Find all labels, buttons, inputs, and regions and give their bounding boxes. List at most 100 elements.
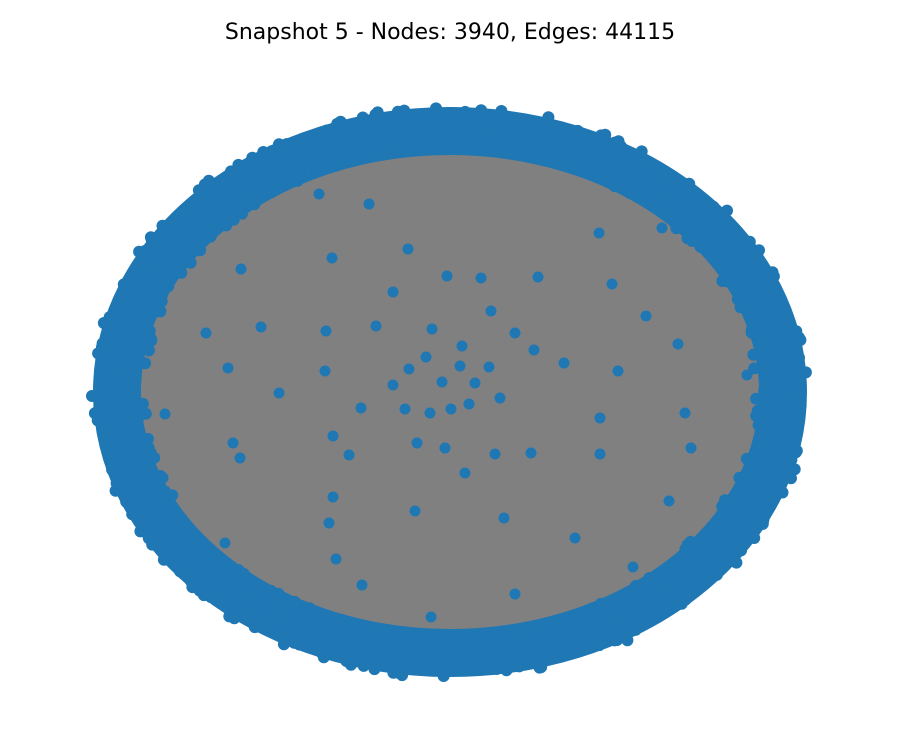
ring-node bbox=[762, 417, 775, 430]
ring-node bbox=[159, 276, 172, 289]
ring-node bbox=[156, 288, 169, 301]
ring-node bbox=[288, 595, 301, 608]
ring-node bbox=[780, 316, 793, 329]
ring-node bbox=[721, 204, 733, 217]
ring-node bbox=[430, 102, 442, 115]
ring-node bbox=[96, 337, 109, 350]
ring-node bbox=[767, 350, 779, 363]
ring-node bbox=[779, 377, 792, 390]
inner-node bbox=[594, 412, 606, 424]
inner-node bbox=[402, 243, 414, 255]
ring-node bbox=[640, 178, 653, 191]
ring-node bbox=[330, 647, 343, 660]
ring-node bbox=[218, 173, 230, 186]
inner-node bbox=[313, 188, 325, 200]
ring-node bbox=[734, 301, 747, 314]
ring-node bbox=[733, 234, 746, 247]
ring-node bbox=[122, 451, 135, 464]
ring-node bbox=[125, 338, 138, 351]
edge-mass bbox=[125, 139, 775, 645]
ring-node bbox=[273, 139, 286, 152]
ring-node bbox=[413, 639, 426, 652]
inner-node bbox=[685, 442, 697, 454]
ring-node bbox=[140, 467, 153, 480]
inner-node bbox=[273, 387, 285, 399]
ring-node bbox=[490, 663, 503, 675]
ring-node bbox=[114, 377, 127, 390]
ring-node bbox=[756, 517, 769, 530]
ring-node bbox=[529, 146, 542, 159]
ring-node bbox=[304, 139, 316, 152]
ring-node bbox=[360, 632, 373, 645]
ring-node bbox=[246, 164, 258, 177]
ring-node bbox=[475, 104, 488, 117]
ring-node bbox=[248, 621, 261, 634]
ring-node bbox=[792, 376, 805, 389]
edge-layer bbox=[125, 139, 775, 645]
ring-node bbox=[341, 650, 354, 662]
ring-node bbox=[685, 555, 698, 568]
ring-node bbox=[391, 105, 404, 118]
inner-node bbox=[741, 369, 753, 381]
ring-node bbox=[164, 250, 177, 263]
ring-node bbox=[684, 535, 697, 548]
ring-node bbox=[400, 653, 413, 666]
ring-node bbox=[119, 353, 132, 366]
ring-node bbox=[799, 366, 812, 379]
ring-node bbox=[554, 642, 567, 655]
ring-node bbox=[424, 634, 437, 647]
ring-node bbox=[117, 278, 130, 291]
ring-node bbox=[543, 138, 556, 151]
inner-node bbox=[672, 338, 684, 350]
ring-node bbox=[392, 144, 405, 157]
ring-node bbox=[246, 577, 259, 590]
ring-node bbox=[124, 379, 137, 392]
ring-node bbox=[753, 286, 766, 299]
inner-node bbox=[475, 272, 487, 284]
ring-node bbox=[529, 639, 541, 652]
ring-node bbox=[486, 114, 499, 127]
ring-node bbox=[225, 574, 238, 586]
ring-node bbox=[675, 199, 688, 212]
inner-node bbox=[441, 270, 453, 282]
ring-node bbox=[752, 419, 765, 432]
ring-node bbox=[509, 132, 522, 145]
ring-node bbox=[745, 326, 758, 339]
ring-node bbox=[144, 231, 157, 244]
ring-node bbox=[186, 581, 199, 594]
ring-node bbox=[318, 159, 331, 172]
ring-node bbox=[612, 135, 625, 148]
ring-node bbox=[113, 386, 126, 399]
ring-node bbox=[133, 410, 146, 423]
ring-node bbox=[289, 152, 302, 165]
ring-node bbox=[656, 190, 669, 203]
ring-node bbox=[779, 405, 792, 418]
ring-node bbox=[114, 441, 127, 454]
inner-node bbox=[627, 561, 639, 573]
ring-node bbox=[557, 138, 570, 150]
ring-node bbox=[202, 205, 215, 218]
ring-node bbox=[512, 644, 525, 656]
ring-node bbox=[679, 593, 692, 606]
ring-node bbox=[686, 234, 699, 247]
ring-node bbox=[698, 576, 711, 589]
ring-node bbox=[689, 216, 702, 229]
ring-node bbox=[711, 218, 724, 231]
ring-node bbox=[466, 128, 479, 140]
ring-node bbox=[96, 420, 109, 433]
ring-node bbox=[707, 523, 720, 535]
ring-node bbox=[599, 128, 612, 141]
ring-node bbox=[115, 403, 128, 416]
ring-node bbox=[369, 108, 382, 121]
ring-node bbox=[764, 488, 777, 501]
ring-node bbox=[775, 462, 788, 475]
ring-node bbox=[410, 131, 423, 144]
ring-node bbox=[619, 608, 632, 621]
ring-node bbox=[345, 141, 358, 154]
ring-node bbox=[459, 105, 472, 118]
inner-node bbox=[528, 344, 540, 356]
ring-node bbox=[151, 305, 164, 318]
inner-node bbox=[227, 437, 239, 449]
inner-node bbox=[363, 198, 375, 210]
ring-node bbox=[616, 175, 629, 188]
